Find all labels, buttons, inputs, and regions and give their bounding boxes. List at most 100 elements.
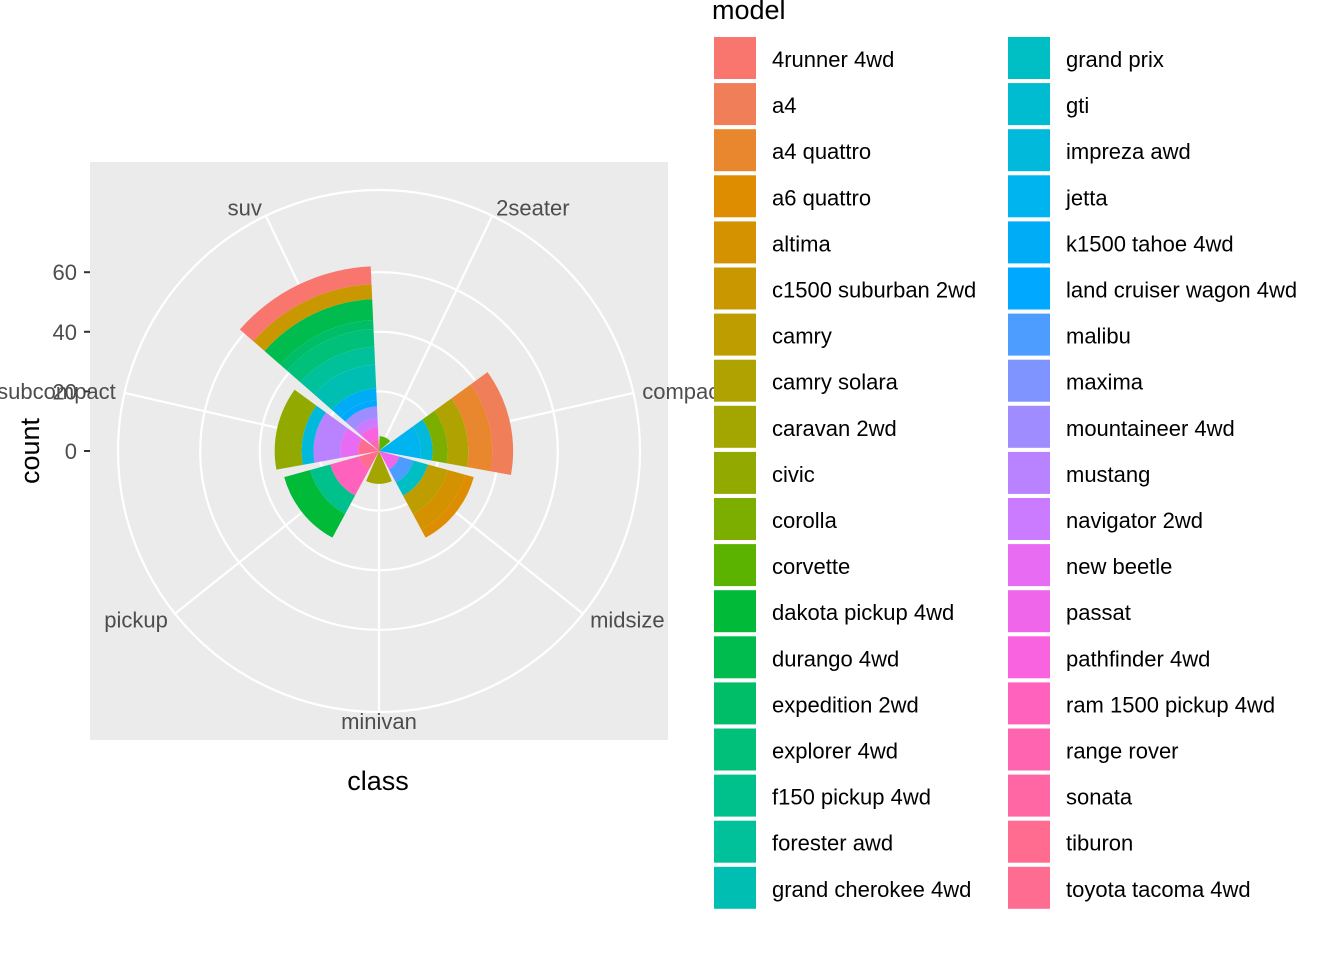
legend-item: navigator 2wd xyxy=(1008,498,1203,540)
bar-segment-suv-explorer-4wd xyxy=(286,328,375,383)
legend-key xyxy=(714,544,756,587)
legend-item: durango 4wd xyxy=(714,636,899,679)
legend-label: corvette xyxy=(772,554,850,579)
legend-key xyxy=(1008,636,1050,679)
legend: 4runner 4wd a4 a4 quattro a6 quattro altima c… xyxy=(714,37,1297,909)
bar-segment-compact-a4-quattro xyxy=(451,384,493,472)
legend-key xyxy=(1008,359,1050,402)
legend-key xyxy=(714,37,756,79)
bar-segment-pickup-toyota-tacoma-4wd xyxy=(358,451,379,470)
legend-label: grand cherokee 4wd xyxy=(772,877,971,902)
legend-item: f150 pickup 4wd xyxy=(714,774,931,817)
category-label-subcompact: subcompact xyxy=(0,379,116,404)
bar-segment-pickup-f150-pickup-4wd xyxy=(310,464,355,514)
legend-key xyxy=(1008,728,1050,771)
category-label-minivan: minivan xyxy=(341,709,417,734)
legend-label: grand prix xyxy=(1066,47,1164,72)
legend-key xyxy=(714,221,756,264)
legend-key xyxy=(714,359,756,402)
legend-key xyxy=(1008,590,1050,633)
bar-segment-minivan-caravan-2wd xyxy=(366,451,392,484)
bar-segment-compact-jetta xyxy=(379,426,421,459)
legend-item: corvette xyxy=(714,544,850,587)
x-axis-title: class xyxy=(347,766,409,796)
legend-key xyxy=(1008,451,1050,494)
legend-label: corolla xyxy=(772,508,838,533)
legend-item: pathfinder 4wd xyxy=(1008,636,1210,679)
legend-key xyxy=(1008,37,1050,79)
legend-key xyxy=(714,498,756,540)
legend-label: maxima xyxy=(1066,370,1144,395)
legend-item: a6 quattro xyxy=(714,175,871,218)
legend-key xyxy=(714,590,756,633)
legend-label: mountaineer 4wd xyxy=(1066,416,1235,441)
legend-label: expedition 2wd xyxy=(772,692,919,717)
bar-segment-compact-corolla xyxy=(422,410,448,464)
legend-key xyxy=(1008,221,1050,264)
bar-segment-midsize-a6-quattro xyxy=(421,474,474,538)
bar-segment-suv-mountaineer-4wd xyxy=(345,406,378,430)
legend-key xyxy=(714,451,756,494)
bar-segment-compact-impreza-awd xyxy=(412,419,433,461)
y-tick-label: 60 xyxy=(53,260,77,285)
bar-segment-midsize-passat xyxy=(379,451,400,470)
category-label-midsize: midsize xyxy=(590,607,665,632)
legend-key xyxy=(714,682,756,725)
category-label-pickup: pickup xyxy=(104,607,168,632)
legend-key xyxy=(1008,313,1050,356)
bar-segment-midsize-grand-prix xyxy=(395,460,428,496)
bar-segment-suv-durango-4wd xyxy=(264,299,374,365)
legend-label: pathfinder 4wd xyxy=(1066,646,1210,671)
legend-item: expedition 2wd xyxy=(714,682,919,725)
legend-label: c1500 suburban 2wd xyxy=(772,278,976,303)
bar-segment-subcompact-new-beetle xyxy=(340,428,363,458)
legend-key xyxy=(1008,267,1050,310)
legend-item: camry xyxy=(714,313,832,356)
legend-key xyxy=(1008,83,1050,126)
bar-segment-suv-k1500-tahoe-4wd xyxy=(331,388,377,418)
bar-segment-midsize-altima xyxy=(412,470,466,530)
category-label-suv: suv xyxy=(228,196,262,221)
legend-item: 4runner 4wd xyxy=(714,37,894,79)
bar-segment-compact-a4 xyxy=(470,372,514,475)
legend-key xyxy=(714,774,756,817)
legend-label: land cruiser wagon 4wd xyxy=(1066,278,1297,303)
bar-segment-suv-pathfinder-4wd xyxy=(361,427,379,444)
legend-item: ram 1500 pickup 4wd xyxy=(1008,682,1275,725)
y-tick-label: 0 xyxy=(65,439,77,464)
legend-item: altima xyxy=(714,221,831,264)
legend-item: range rover xyxy=(1008,728,1179,771)
legend-item: impreza awd xyxy=(1008,129,1191,172)
legend-label: explorer 4wd xyxy=(772,739,898,764)
legend-key xyxy=(1008,682,1050,725)
legend-key xyxy=(714,636,756,679)
legend-key xyxy=(714,175,756,218)
legend-label: k1500 tahoe 4wd xyxy=(1066,231,1234,256)
legend-item: a4 quattro xyxy=(714,129,871,172)
legend-key xyxy=(714,866,756,909)
legend-label: malibu xyxy=(1066,324,1131,349)
bar-segment-suv-c1500-suburban-2wd xyxy=(253,284,373,352)
legend-key xyxy=(714,267,756,310)
legend-item: dakota pickup 4wd xyxy=(714,590,954,633)
category-label-2seater: 2seater xyxy=(496,196,569,221)
legend-label: sonata xyxy=(1066,785,1133,810)
legend-label: dakota pickup 4wd xyxy=(772,600,954,625)
bar-segment-midsize-camry xyxy=(403,464,448,514)
legend-label: new beetle xyxy=(1066,554,1172,579)
bar-segment-suv-range-rover xyxy=(370,439,379,451)
legend-key xyxy=(714,313,756,356)
legend-item: sonata xyxy=(1008,774,1133,817)
bar-segment-compact-camry-solara xyxy=(434,398,469,467)
legend-label: impreza awd xyxy=(1066,139,1191,164)
legend-label: a4 quattro xyxy=(772,139,871,164)
legend-key xyxy=(1008,129,1050,172)
legend-key xyxy=(714,83,756,126)
legend-key xyxy=(1008,820,1050,863)
legend-label: camry solara xyxy=(772,370,899,395)
legend-item: forester awd xyxy=(714,820,893,863)
bar-segment-subcompact-mustang xyxy=(313,412,348,463)
y-tick-label: 20 xyxy=(53,379,77,404)
legend-key xyxy=(1008,544,1050,587)
